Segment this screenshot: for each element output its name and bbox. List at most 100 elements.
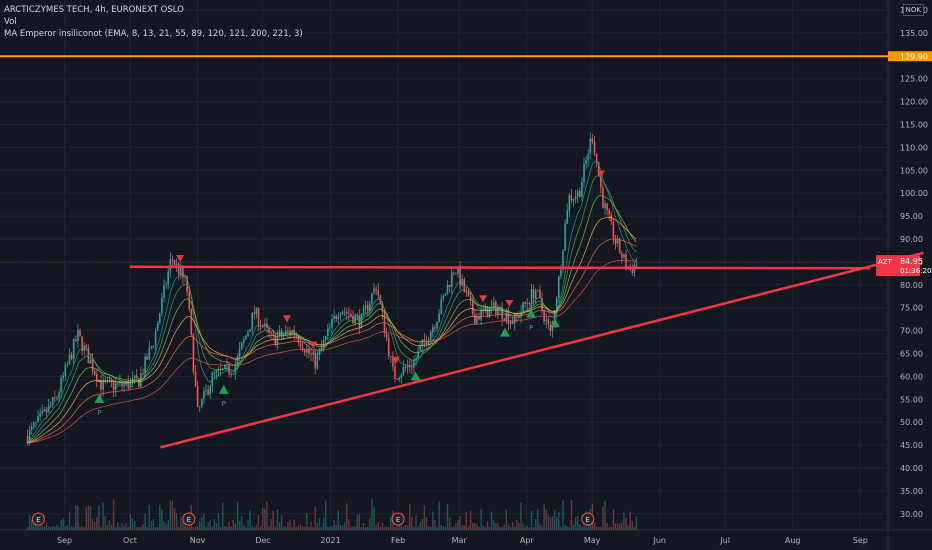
volume-bar [402,526,405,530]
candle-body [453,272,455,274]
volume-bar [257,515,260,530]
volume-bar [232,520,235,530]
volume-bar [37,523,39,530]
volume-bar [274,526,277,530]
volume-bar [112,499,115,530]
volume-bar [28,515,31,530]
volume-indicator-label[interactable]: Vol [4,17,17,27]
candle-body [574,196,577,199]
price-tick-label: 125.00 [900,75,928,84]
volume-bar [562,500,564,530]
volume-bar [64,526,67,530]
candle-body [72,339,75,360]
ma-indicator-label[interactable]: MA Emperor insiliconot (EMA, 8, 13, 21, … [4,29,303,39]
candle-body [438,313,440,322]
volume-bar [350,526,352,530]
candle-body [129,381,132,389]
volume-bar [165,523,167,530]
candle-body [572,198,575,201]
symbol-title[interactable]: ARCTICZYMES TECH, 4h, EURONEXT OSLO [4,5,184,15]
volume-bar [570,500,573,530]
volume-bar [108,520,111,530]
candle-body [182,268,184,278]
volume-bar [91,518,94,530]
volume-bar [404,525,407,530]
candle-body [232,373,235,375]
volume-bar [522,523,524,530]
candle-body [91,360,94,372]
candle-body [474,313,476,324]
volume-bar [104,516,106,530]
candle-body [93,371,96,375]
volume-bar [358,514,361,530]
volume-bar [85,506,88,530]
volume-bar [432,511,434,530]
volume-bar [49,526,52,530]
candle-body [545,319,548,322]
volume-bar [264,508,266,530]
candle-body [406,365,409,368]
volume-bar [100,526,102,530]
volume-bar [606,523,608,530]
volume-bar [280,515,283,530]
candle-body [413,360,415,368]
candle-body [373,288,375,294]
volume-bar [73,526,75,530]
price-tick-label: 60.00 [900,372,923,381]
candle-body [450,272,453,288]
candle-body [566,210,569,224]
candle-body [429,331,432,340]
volume-bar [558,512,560,530]
volume-bar [247,519,249,530]
volume-bar [131,518,134,530]
candle-body [135,375,138,379]
candle-body [379,295,382,304]
candle-body [350,314,352,317]
candle-body [616,239,619,244]
volume-bar [411,516,413,530]
candle-body [469,296,472,301]
candle-body [306,348,308,353]
candle-body [579,191,581,198]
volume-bar [493,520,495,530]
volume-bar [251,526,253,530]
volume-bar [192,526,195,530]
horizontal-level-tag [888,51,932,62]
candle-body [196,386,199,407]
volume-bar [203,513,205,530]
candle-body [585,159,587,164]
sell-signal-triangle [596,170,605,178]
time-axis: Sep Oct Nov Dec 2021 Feb Mar Apr May Jun Jul Aug Sep [57,536,868,545]
volume-bar [383,526,386,530]
candle-body [213,372,216,374]
volume-bar [469,510,472,530]
volume-bar [518,523,520,530]
candle-body [339,314,342,317]
buy-signal-triangle [526,308,537,318]
candle-body [186,276,188,292]
volume-bar [333,520,335,530]
volume-bar [167,519,169,530]
volume-bar [467,525,470,530]
volume-bar [304,526,306,530]
volume-bar [614,523,617,530]
candle-body [354,315,356,324]
volume-bar [438,501,440,530]
volume-bar [484,526,487,530]
volume-bar [79,526,81,530]
candle-body [618,239,621,254]
time-tick-label: Nov [190,536,206,545]
volume-bar [396,523,398,530]
volume-bar [568,526,571,530]
candle-body [411,367,413,369]
candle-body [440,298,443,314]
price-tick-label: 95.00 [900,212,923,221]
candle-body [167,271,170,285]
volume-bar [253,526,256,530]
candle-body [488,307,491,318]
volume-bar [325,500,327,530]
candle-body [581,182,583,198]
volume-bar [301,526,304,530]
volume-bar [520,502,522,530]
